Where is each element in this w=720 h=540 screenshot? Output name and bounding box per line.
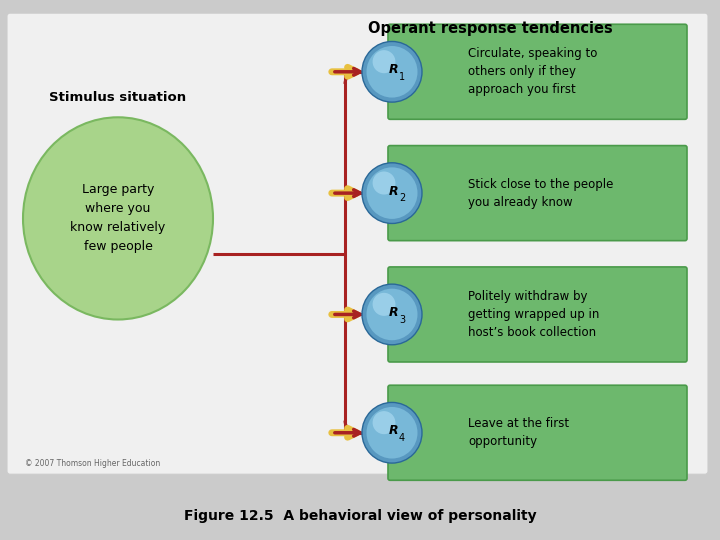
Text: Figure 12.5  A behavioral view of personality: Figure 12.5 A behavioral view of persona… <box>184 509 536 523</box>
FancyBboxPatch shape <box>388 146 687 241</box>
Circle shape <box>362 42 422 102</box>
Text: R: R <box>390 424 399 437</box>
FancyBboxPatch shape <box>388 24 687 119</box>
Text: Circulate, speaking to
others only if they
approach you first: Circulate, speaking to others only if th… <box>468 48 598 96</box>
Circle shape <box>366 407 418 458</box>
FancyBboxPatch shape <box>388 267 687 362</box>
Text: 1: 1 <box>399 72 405 82</box>
Circle shape <box>362 402 422 463</box>
Text: Stimulus situation: Stimulus situation <box>50 91 186 104</box>
Text: R: R <box>390 185 399 198</box>
Text: Leave at the first
opportunity: Leave at the first opportunity <box>468 417 569 448</box>
Ellipse shape <box>23 117 213 320</box>
Text: R: R <box>390 63 399 76</box>
Text: 4: 4 <box>399 433 405 443</box>
Circle shape <box>366 46 418 98</box>
Circle shape <box>366 167 418 219</box>
FancyBboxPatch shape <box>7 13 708 474</box>
Text: Stick close to the people
you already know: Stick close to the people you already kn… <box>468 178 613 208</box>
Text: © 2007 Thomson Higher Education: © 2007 Thomson Higher Education <box>25 458 161 468</box>
Text: 2: 2 <box>399 193 405 203</box>
Circle shape <box>366 289 418 340</box>
Text: Large party
where you
know relatively
few people: Large party where you know relatively fe… <box>71 184 166 253</box>
Circle shape <box>362 284 422 345</box>
Text: Operant response tendencies: Operant response tendencies <box>368 21 613 36</box>
Circle shape <box>373 293 395 316</box>
Circle shape <box>362 163 422 224</box>
Text: 3: 3 <box>399 314 405 325</box>
Text: Politely withdraw by
getting wrapped up in
host’s book collection: Politely withdraw by getting wrapped up … <box>468 290 599 339</box>
FancyBboxPatch shape <box>388 385 687 480</box>
Circle shape <box>373 50 395 73</box>
Circle shape <box>373 411 395 434</box>
Circle shape <box>373 172 395 194</box>
Text: R: R <box>390 306 399 319</box>
